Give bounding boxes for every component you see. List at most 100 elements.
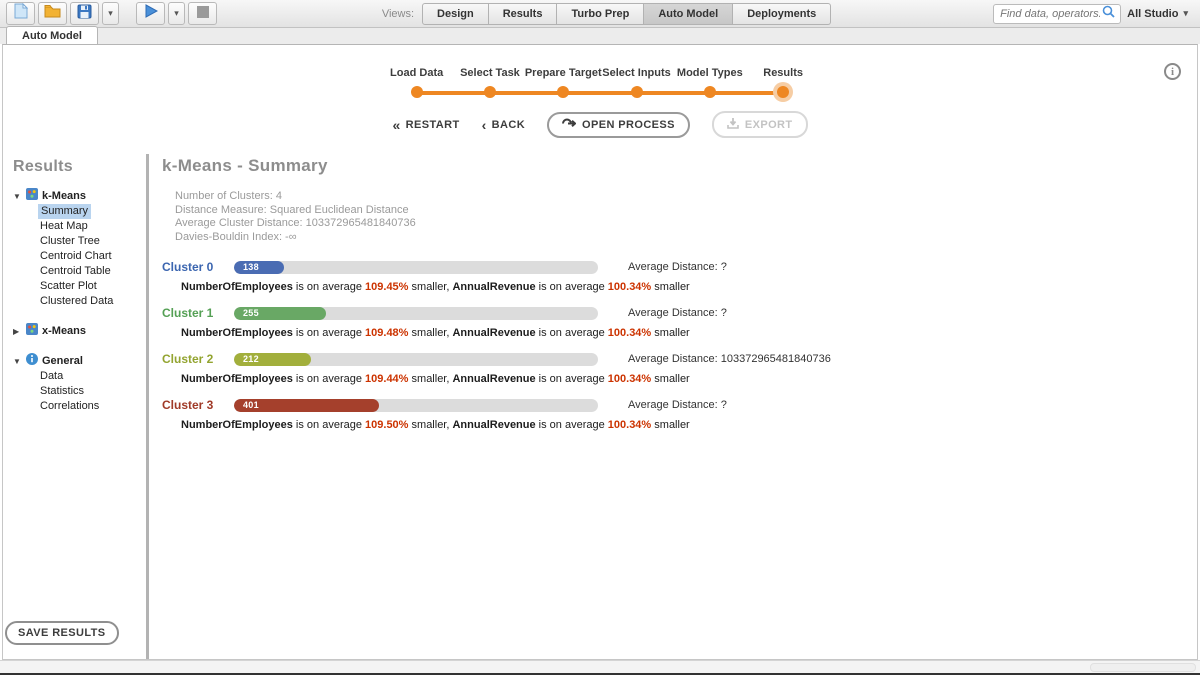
restart-button[interactable]: « RESTART (392, 116, 460, 133)
dropdown-caret-icon: ▾ (174, 8, 179, 18)
view-switcher: Design Results Turbo Prep Auto Model Dep… (422, 2, 832, 25)
view-tab-results[interactable]: Results (488, 2, 558, 25)
cluster-row: Cluster 3 401 Average Distance: ? Number… (162, 398, 1197, 431)
cluster-size-bar: 255 (234, 306, 598, 320)
export-button[interactable]: EXPORT (711, 111, 808, 138)
cluster-description: NumberOfEmployees is on average 109.48% … (181, 327, 690, 339)
search-icon[interactable] (1102, 5, 1115, 23)
auto-model-panel: i Load Data Select Task Prepare Target S… (2, 44, 1198, 660)
wizard-step-select-task[interactable]: Select Task (453, 67, 526, 98)
sidebar-item-centroid-table[interactable]: Centroid Table (40, 265, 111, 277)
view-tab-turbo-prep[interactable]: Turbo Prep (557, 2, 645, 25)
open-process-button[interactable] (38, 2, 67, 25)
stop-button[interactable] (188, 2, 217, 25)
dropdown-caret-icon: ▾ (108, 8, 113, 18)
sidebar-item-statistics[interactable]: Statistics (40, 385, 85, 397)
meta-davies-bouldin: Davies-Bouldin Index: -∞ (175, 230, 297, 243)
open-process-pill-button[interactable]: OPEN PROCESS (547, 111, 690, 138)
save-results-button[interactable]: SAVE RESULTS (5, 621, 119, 645)
document-tab-strip: Auto Model (0, 26, 1200, 44)
status-progress-placeholder (1090, 662, 1196, 672)
sidebar-item-heat-map[interactable]: Heat Map (40, 220, 88, 232)
tree-group-k-means[interactable]: ▼ k-Means (13, 188, 146, 204)
search-scope-dropdown[interactable]: All Studio ▾ (1121, 5, 1194, 23)
cluster-description: NumberOfEmployees is on average 109.44% … (181, 373, 690, 385)
main-toolbar: ▾ ▾ Views: Design Results Turbo Prep Aut… (0, 0, 1200, 28)
run-dropdown-button[interactable]: ▾ (168, 2, 185, 25)
run-button[interactable] (136, 2, 165, 25)
tree-group-general[interactable]: ▼ General (13, 353, 146, 369)
cluster-size-bar: 212 (234, 352, 598, 366)
meta-avg-cluster-distance: Average Cluster Distance: 10337296548184… (175, 217, 416, 229)
tree-group-x-means[interactable]: ▶ x-Means (13, 323, 146, 339)
cluster-icon (26, 322, 38, 340)
cluster-count: 138 (243, 262, 259, 272)
sidebar-item-centroid-chart[interactable]: Centroid Chart (40, 250, 112, 262)
sidebar-item-summary[interactable]: Summary (38, 204, 92, 219)
wizard-step-load-data[interactable]: Load Data (380, 67, 453, 98)
wizard-steps-bar: Load Data Select Task Prepare Target Sel… (3, 45, 1197, 138)
results-sidebar: Results ▼ k-Means Summary Heat Map Clust… (3, 154, 146, 659)
window-bottom-edge (0, 673, 1200, 675)
sidebar-item-correlations[interactable]: Correlations (40, 400, 100, 412)
save-process-button[interactable] (70, 2, 99, 25)
meta-distance-measure: Distance Measure: Squared Euclidean Dist… (175, 203, 409, 216)
wizard-step-results[interactable]: Results (746, 67, 819, 98)
view-tab-auto-model[interactable]: Auto Model (644, 2, 734, 25)
cluster-name: Cluster 2 (162, 352, 214, 366)
new-process-button[interactable] (6, 2, 35, 25)
sidebar-item-cluster-tree[interactable]: Cluster Tree (40, 235, 100, 247)
caret-right-icon: ▶ (13, 326, 20, 336)
views-label: Views: (381, 7, 415, 20)
folder-icon (44, 4, 61, 23)
cluster-count: 212 (243, 354, 259, 364)
cluster-name: Cluster 1 (162, 306, 214, 320)
view-tab-design[interactable]: Design (422, 2, 489, 25)
sidebar-item-clustered-data[interactable]: Clustered Data (40, 295, 114, 307)
step-dot-icon (630, 86, 643, 98)
cluster-name: Cluster 0 (162, 260, 214, 274)
cluster-row: Cluster 1 255 Average Distance: ? Number… (162, 306, 1197, 339)
average-distance: Average Distance: ? (628, 399, 727, 411)
average-distance: Average Distance: ? (628, 261, 727, 273)
cluster-size-fill: 138 (234, 260, 284, 274)
stop-icon (196, 5, 209, 23)
open-process-icon (562, 118, 577, 132)
tab-auto-model[interactable]: Auto Model (6, 26, 98, 44)
cluster-count: 401 (243, 400, 259, 410)
sidebar-item-data[interactable]: Data (40, 370, 64, 382)
save-dropdown-button[interactable]: ▾ (102, 2, 119, 25)
dropdown-caret-icon: ▾ (1183, 8, 1188, 18)
sidebar-divider[interactable] (146, 154, 149, 659)
wizard-step-select-inputs[interactable]: Select Inputs (600, 67, 673, 98)
cluster-list: Cluster 0 138 Average Distance: ? Number… (162, 260, 1197, 431)
page-title: k-Means - Summary (162, 156, 328, 175)
view-tab-deployments[interactable]: Deployments (733, 2, 832, 25)
cluster-size-fill: 212 (234, 352, 311, 366)
new-file-icon (14, 2, 28, 24)
cluster-description: NumberOfEmployees is on average 109.50% … (181, 419, 690, 431)
summary-meta: Number of Clusters: 4 Distance Measure: … (175, 190, 1197, 244)
cluster-name: Cluster 3 (162, 398, 214, 412)
search-scope-label: All Studio (1127, 7, 1179, 20)
cluster-size-fill: 255 (234, 306, 327, 320)
wizard-step-prepare-target[interactable]: Prepare Target (525, 67, 602, 98)
play-icon (144, 4, 158, 23)
wizard-step-model-types[interactable]: Model Types (673, 67, 746, 98)
sidebar-item-scatter-plot[interactable]: Scatter Plot (40, 280, 97, 292)
cluster-description: NumberOfEmployees is on average 109.45% … (181, 281, 690, 293)
back-button[interactable]: ‹ BACK (481, 116, 526, 133)
step-dot-icon (777, 86, 790, 98)
cluster-count: 255 (243, 308, 259, 318)
meta-num-clusters: Number of Clusters: 4 (175, 190, 282, 202)
back-icon: ‹ (481, 116, 487, 133)
step-dot-icon (703, 86, 716, 98)
step-dot-icon (410, 86, 423, 98)
info-icon[interactable]: i (1164, 63, 1181, 80)
cluster-size-bar: 401 (234, 398, 598, 412)
save-icon (77, 4, 92, 24)
step-dot-icon (483, 86, 496, 98)
summary-content: k-Means - Summary Number of Clusters: 4 … (149, 154, 1197, 659)
search-input[interactable] (993, 3, 1122, 24)
status-bar (0, 660, 1200, 673)
